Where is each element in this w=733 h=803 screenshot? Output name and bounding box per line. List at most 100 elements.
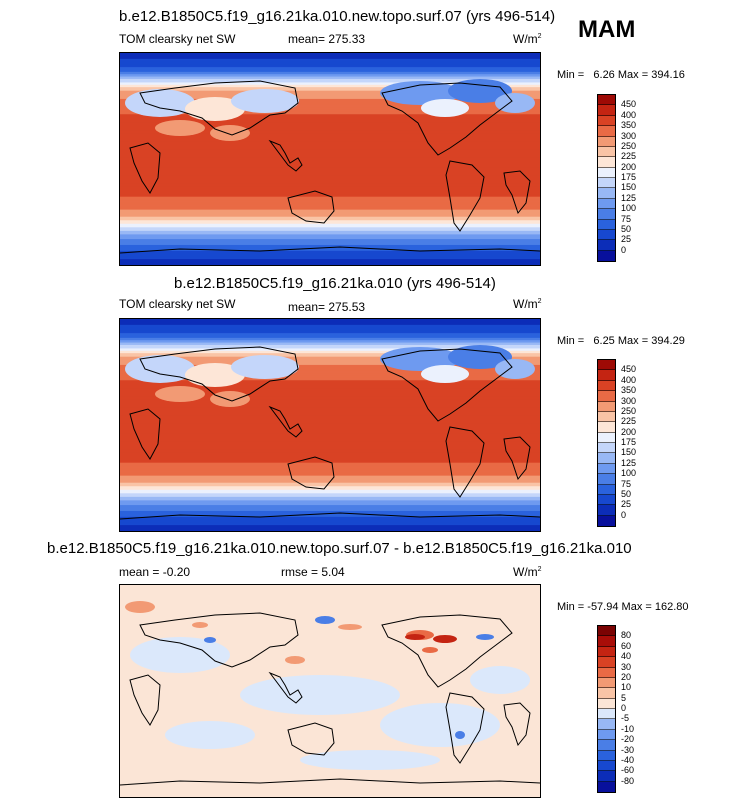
field-band <box>120 75 540 78</box>
colorbar-separator <box>598 421 615 423</box>
field-band <box>120 208 540 211</box>
coastline <box>139 612 299 668</box>
field-band <box>120 210 540 213</box>
field-band <box>120 515 540 518</box>
field-band <box>120 104 540 107</box>
field-band <box>120 435 540 438</box>
colorbar-separator <box>598 400 615 402</box>
field-band <box>120 187 540 190</box>
field-band <box>120 383 540 386</box>
field-band <box>120 180 540 182</box>
colorbar-separator <box>598 197 615 199</box>
field-band <box>120 465 540 467</box>
snow-cover-region <box>231 89 299 113</box>
field-band <box>120 93 540 95</box>
field-band <box>120 54 540 56</box>
colorbar-tick-label: -5 <box>621 713 630 724</box>
field-band <box>120 121 540 124</box>
colorbar-tick-label: 250 <box>621 405 637 416</box>
colorbar-swatch <box>598 504 615 516</box>
colorbar-tick-label: 10 <box>621 682 632 693</box>
map-panel-1 <box>119 52 541 266</box>
field-band <box>120 518 540 520</box>
field-band <box>120 169 540 172</box>
field-band <box>120 176 540 179</box>
field-band <box>120 526 540 529</box>
field-band <box>120 507 540 510</box>
field-band <box>120 120 540 122</box>
field-band <box>120 62 540 65</box>
snow-cover-region <box>421 99 469 117</box>
field-band <box>120 333 540 335</box>
colorbar-separator <box>598 156 615 158</box>
field-band <box>120 153 540 155</box>
field-band <box>120 234 540 237</box>
field-band <box>120 427 540 430</box>
field-band <box>120 189 540 192</box>
field-band <box>120 519 540 521</box>
field-band <box>120 422 540 425</box>
field-band <box>120 514 540 517</box>
field-band <box>120 65 540 68</box>
coastline <box>129 408 161 460</box>
field-band <box>120 356 540 359</box>
colorbar-separator <box>598 177 615 178</box>
field-band <box>120 96 540 99</box>
colorbar-swatch <box>598 781 615 792</box>
colorbar-swatch <box>598 463 615 475</box>
field-band <box>120 419 540 421</box>
field-band <box>120 118 540 121</box>
field-band <box>120 395 540 398</box>
field-band <box>120 384 540 387</box>
field-band <box>120 166 540 168</box>
field-band <box>120 197 540 200</box>
colorbar-swatch <box>598 698 615 709</box>
field-band <box>120 173 540 175</box>
field-band <box>120 217 540 220</box>
anomaly-patch <box>204 637 216 643</box>
field-band <box>120 364 540 367</box>
colorbar-swatch <box>598 156 615 168</box>
field-band <box>120 331 540 334</box>
field-band <box>120 137 540 140</box>
field-band <box>120 249 540 252</box>
field-band <box>120 55 540 58</box>
field-band <box>120 97 540 100</box>
field-band <box>120 114 540 117</box>
coastline <box>287 190 335 224</box>
field-band <box>120 374 540 377</box>
colorbar-swatch <box>598 411 615 423</box>
colorbar-tick-label: 25 <box>621 499 632 510</box>
colorbar-tick-label: 25 <box>621 234 632 245</box>
anomaly-patch <box>165 721 255 749</box>
colorbar-swatch <box>598 167 615 178</box>
field-band <box>120 219 540 221</box>
field-band <box>120 402 540 405</box>
field-band <box>120 498 540 500</box>
field-band <box>120 179 540 181</box>
snow-cover-region <box>185 363 245 387</box>
field-band <box>120 138 540 141</box>
field-band <box>120 350 540 353</box>
colorbar-separator <box>598 228 615 230</box>
field-band <box>120 160 540 162</box>
colorbar-separator <box>598 249 615 251</box>
anomaly-patch <box>130 637 230 673</box>
field-band <box>120 339 540 341</box>
field-band <box>120 487 540 490</box>
field-band <box>120 320 540 322</box>
field-band <box>120 248 540 251</box>
field-band <box>120 361 540 364</box>
field-band <box>120 181 540 184</box>
field-band <box>120 262 540 265</box>
field-band <box>120 111 540 114</box>
colorbar-tick-label: 80 <box>621 630 632 641</box>
field-band <box>120 453 540 456</box>
colorbar-separator <box>598 493 615 495</box>
field-band <box>120 182 540 185</box>
field-band <box>120 127 540 129</box>
map-panel-2 <box>119 318 541 532</box>
snow-cover-region <box>125 89 195 117</box>
field-band <box>120 161 540 164</box>
snow-cover-region <box>495 93 535 113</box>
